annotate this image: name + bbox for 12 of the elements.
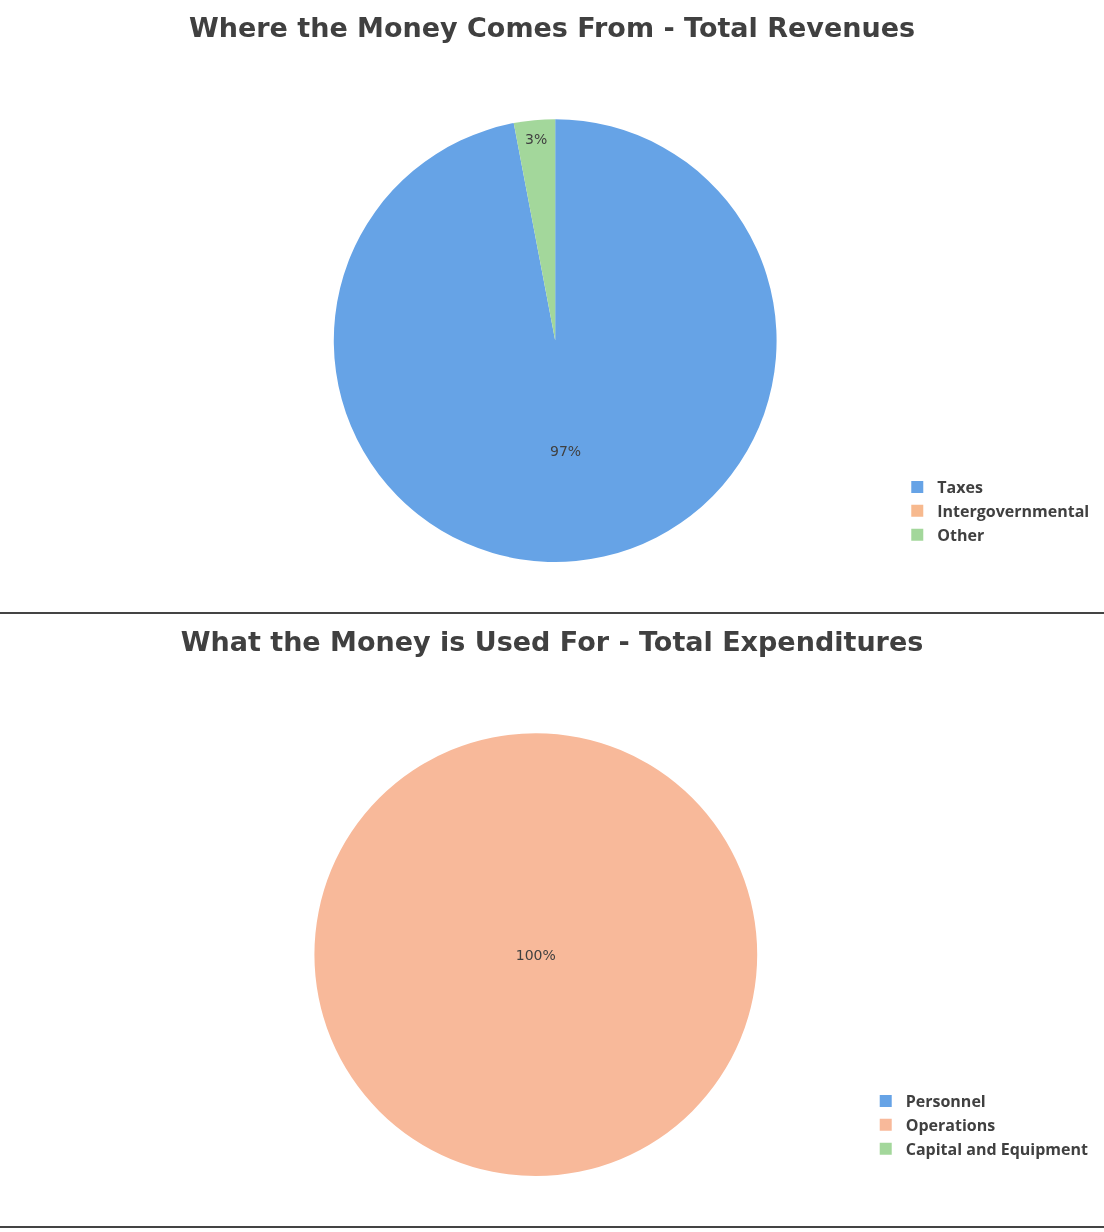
chart-title: Where the Money Comes From - Total Revenues [188, 12, 916, 44]
data-label: 97% [550, 442, 582, 459]
chart-title: What the Money is Used For - Total Expenditures [180, 626, 924, 658]
legend-label: Capital and Equipment [905, 1137, 1088, 1160]
pie-slice [334, 119, 777, 562]
data-label: 100% [515, 946, 556, 963]
data-label: 3% [525, 131, 548, 148]
legend-label: Personnel [905, 1090, 986, 1113]
legend-label: Other [937, 523, 985, 546]
legend-label: Operations [905, 1114, 996, 1137]
legend-label: Taxes [937, 476, 983, 499]
legend-label: Intergovernmental [937, 500, 1090, 523]
